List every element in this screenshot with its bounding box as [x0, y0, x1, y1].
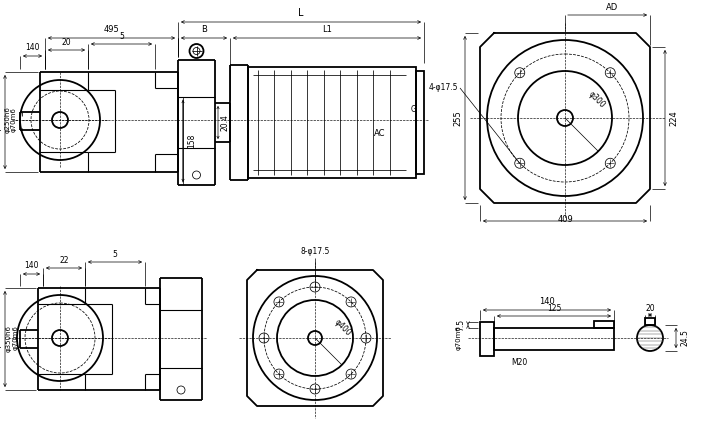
Text: 5: 5 — [113, 250, 118, 259]
Bar — [645, 318, 655, 325]
Text: 5: 5 — [119, 32, 124, 41]
Text: 4-φ17.5: 4-φ17.5 — [428, 83, 458, 92]
Text: 8-φ17.5: 8-φ17.5 — [300, 247, 329, 256]
Text: 125: 125 — [547, 304, 562, 313]
Text: φ350: φ350 — [0, 112, 2, 132]
Text: B: B — [201, 25, 207, 34]
Text: L1: L1 — [322, 25, 332, 34]
Text: φ350h6: φ350h6 — [6, 325, 12, 351]
Bar — [480, 322, 494, 356]
Text: 24.5: 24.5 — [680, 330, 689, 347]
Bar — [594, 321, 614, 328]
Text: 22: 22 — [60, 256, 69, 265]
Bar — [494, 328, 614, 350]
Text: G: G — [411, 106, 417, 115]
Text: M20: M20 — [511, 358, 527, 367]
Bar — [416, 71, 424, 174]
Text: φ450: φ450 — [0, 329, 2, 349]
Text: 7.5: 7.5 — [456, 319, 465, 331]
Text: 255: 255 — [453, 110, 462, 126]
Text: 20.4: 20.4 — [221, 114, 230, 131]
Text: 20: 20 — [62, 38, 72, 47]
Text: φ70m6: φ70m6 — [13, 326, 19, 351]
Text: 140: 140 — [25, 44, 40, 53]
Text: 140: 140 — [539, 297, 555, 306]
Text: L: L — [298, 8, 304, 18]
Text: 20: 20 — [645, 304, 655, 313]
Text: 409: 409 — [557, 215, 573, 224]
Text: AD: AD — [606, 3, 618, 12]
Text: φ70m6: φ70m6 — [456, 326, 462, 351]
Text: φ70m6: φ70m6 — [11, 107, 17, 132]
Bar — [248, 67, 416, 178]
Text: 495: 495 — [104, 25, 119, 34]
Text: φ300: φ300 — [587, 90, 607, 110]
Text: 140: 140 — [25, 261, 39, 271]
Text: 158: 158 — [187, 134, 196, 148]
Text: φ250h6: φ250h6 — [5, 107, 11, 133]
Text: φ400: φ400 — [333, 318, 353, 338]
Text: 224: 224 — [669, 110, 678, 126]
Text: AC: AC — [374, 128, 386, 137]
